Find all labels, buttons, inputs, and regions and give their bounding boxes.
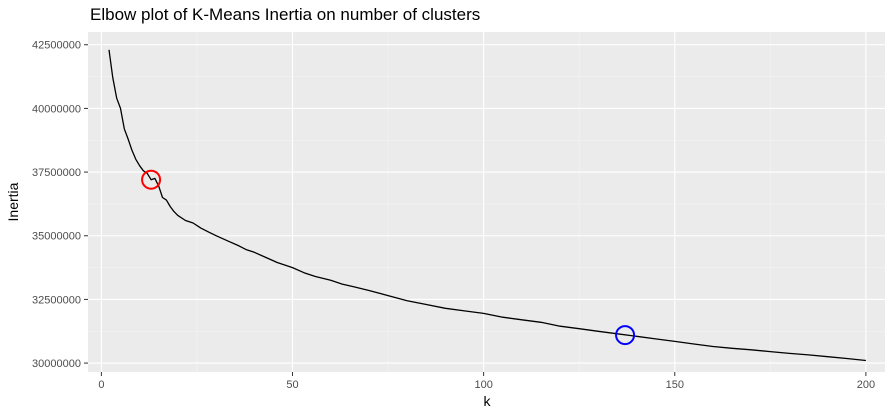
inertia-line: [108, 49, 866, 362]
y-tick-label: 42500000: [32, 40, 81, 52]
y-tick-label: 40000000: [32, 103, 81, 115]
y-tick-label: 35000000: [32, 231, 81, 243]
series-layer: [108, 49, 866, 362]
grid-lines: [88, 32, 885, 372]
x-tick-label: 50: [286, 379, 298, 391]
axes: 0 50 100 150 200 30000000 32500000 35000000 3750…: [32, 40, 875, 391]
highlight-circle-1: [141, 169, 162, 190]
x-axis-title: k: [484, 393, 492, 409]
highlight-markers: [141, 169, 636, 346]
chart-title: Elbow plot of K-Means Inertia on number …: [90, 5, 480, 24]
highlight-circle-2: [615, 325, 636, 346]
x-tick-label: 150: [666, 379, 684, 391]
x-tick-label: 100: [474, 379, 492, 391]
x-tick-label: 0: [98, 379, 104, 391]
plot-panel: [88, 32, 885, 372]
x-tick-label: 200: [857, 379, 875, 391]
y-tick-label: 32500000: [32, 294, 81, 306]
y-tick-label: 37500000: [32, 167, 81, 179]
y-tick-label: 30000000: [32, 358, 81, 370]
y-axis-title: Inertia: [5, 182, 21, 221]
